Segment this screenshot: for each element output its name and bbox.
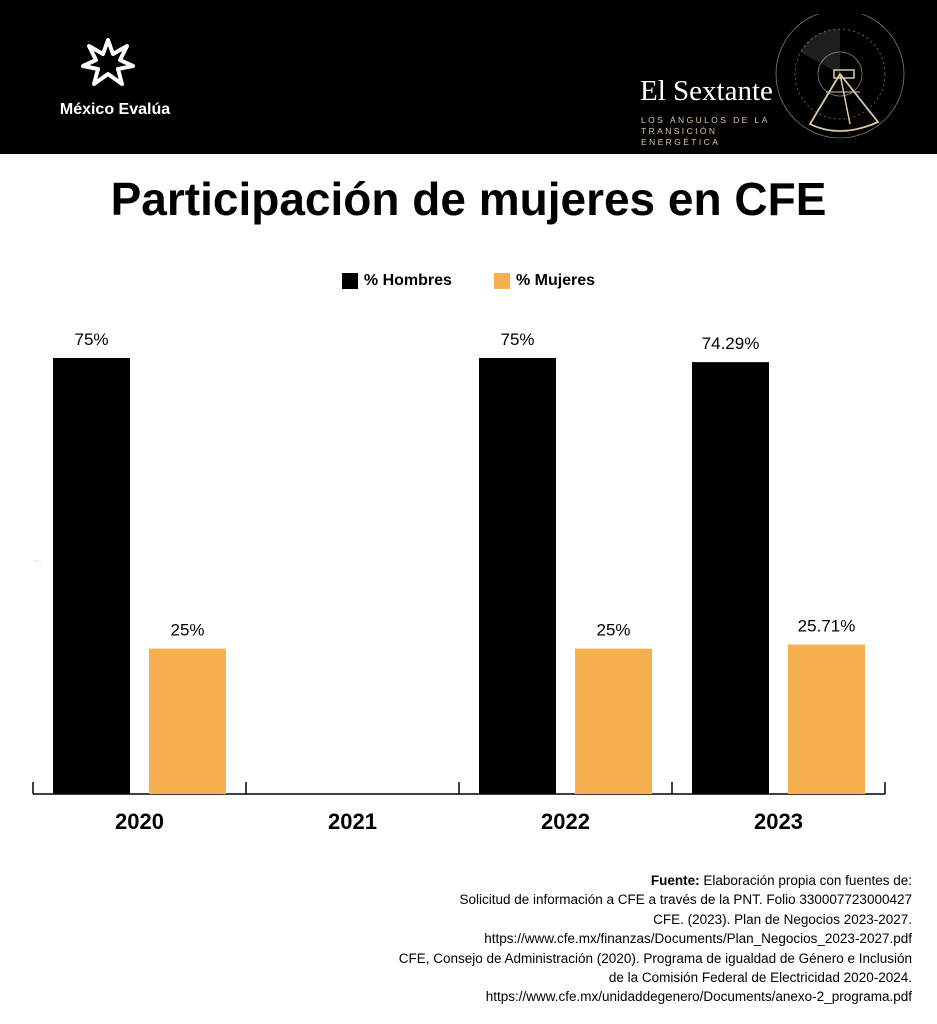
bar-mujeres-2022 (575, 648, 652, 794)
legend-item-hombres: % Hombres (341, 272, 452, 290)
bar-hombres-2020 (53, 358, 130, 794)
source-line-5: CFE, Consejo de Administración (2020). P… (398, 950, 912, 966)
brand-title: El Sextante (640, 75, 773, 107)
sextant-icon (775, 14, 905, 139)
legend-item-mujeres: % Mujeres (493, 272, 596, 290)
source-text-1: Elaboración propia con fuentes de: (703, 873, 912, 888)
legend-swatch-mujeres (493, 273, 510, 289)
bar-chart: 2020 75% 25% 2021 2022 75% 25% 2023 74.29% 25.71% (32, 330, 886, 834)
chart-title: Participación de mujeres en CFE (110, 173, 827, 225)
brand-subtitle-line-1: LOS ÁNGULOS DE LA (641, 115, 770, 125)
bar-hombres-2023 (692, 362, 769, 794)
x-tick-label: 2020 (115, 809, 164, 834)
source-line-1: Fuente: Elaboración propia con fuentes d… (292, 871, 912, 890)
org-name: México Evalúa (59, 101, 171, 118)
data-label: 25.71% (798, 617, 856, 636)
legend-label-mujeres: % Mujeres (515, 272, 596, 289)
bar-mujeres-2023 (788, 644, 865, 794)
source-line-2: Solicitud de información a CFE a través … (459, 892, 912, 908)
x-tick-label: 2023 (754, 809, 803, 834)
source-label: Fuente: (650, 873, 700, 888)
source-line-7: https://www.cfe.mx/unidaddegenero/Docume… (485, 989, 912, 1005)
legend-label-hombres: % Hombres (363, 272, 452, 289)
legend-swatch-hombres (341, 273, 358, 289)
data-label: 25% (170, 621, 204, 640)
data-label: 25% (596, 621, 630, 640)
bar-mujeres-2020 (149, 648, 226, 794)
data-label: 75% (74, 330, 108, 349)
x-tick-label: 2022 (541, 809, 590, 834)
header-bar: México Evalúa El Sextante LOS ÁNGULOS DE… (0, 0, 937, 154)
source-line-6: de la Comisión Federal de Electricidad 2… (608, 970, 912, 986)
source-line-3: CFE. (2023). Plan de Negocios 2023-2027. (653, 911, 912, 927)
data-label: 74.29% (702, 334, 760, 353)
source-notes: Fuente: Elaboración propia con fuentes d… (292, 871, 912, 1007)
source-line-4: https://www.cfe.mx/finanzas/Documents/Pl… (484, 931, 912, 947)
brand-subtitle: LOS ÁNGULOS DE LA TRANSICIÓN ENERGÉTICA (641, 115, 801, 148)
bar-hombres-2022 (479, 358, 556, 794)
x-tick-label: 2021 (328, 809, 377, 834)
data-label: 75% (500, 330, 534, 349)
brand-subtitle-line-2: TRANSICIÓN ENERGÉTICA (641, 126, 721, 147)
mexico-evalua-logo-icon (81, 38, 135, 86)
chart-legend: % Hombres % Mujeres (0, 272, 937, 290)
